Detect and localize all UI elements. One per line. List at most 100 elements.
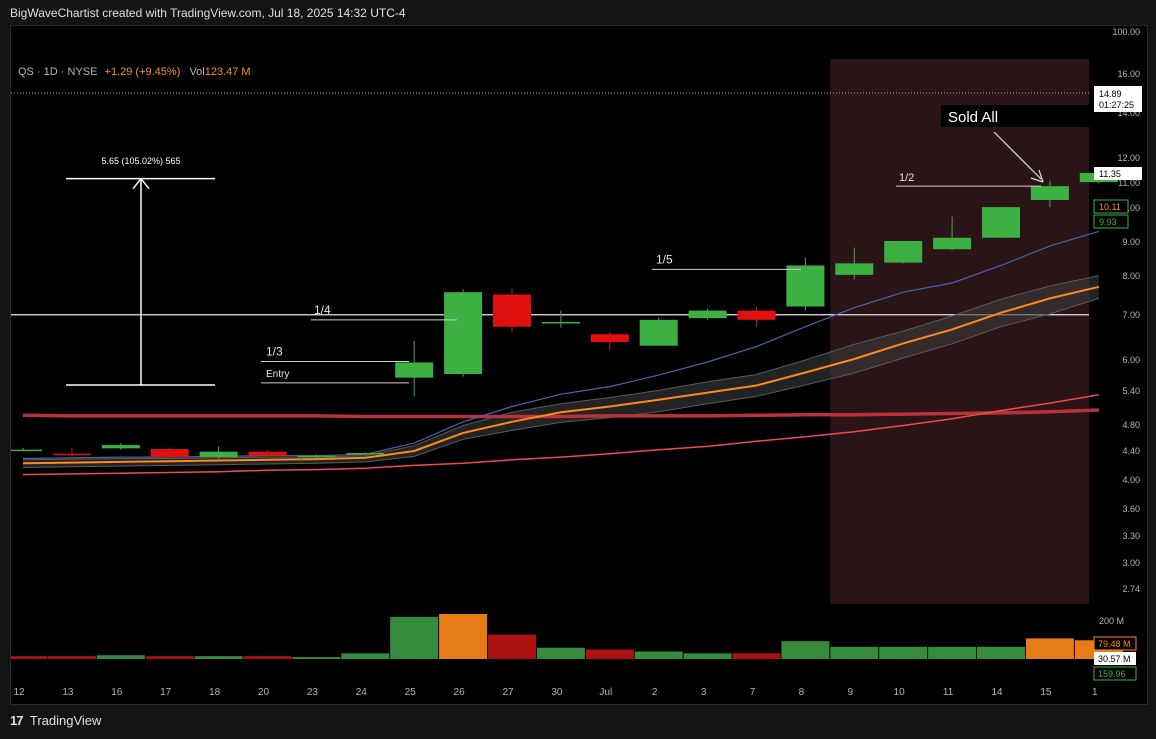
volume-bar (634, 651, 683, 659)
x-tick-label: 17 (160, 687, 172, 698)
chart-frame[interactable]: 100.00 16.00 14.00 12.00 11.00 10.00 9.00 8.00 7… (10, 25, 1148, 705)
tradingview-logo-icon: 17 (10, 713, 24, 728)
annotation-label: 1/2 (899, 172, 914, 184)
countdown-box (1094, 86, 1142, 112)
symbol-legend[interactable]: QS · 1D · NYSE +1.29 (+9.45%) Vol123.47 … (18, 66, 251, 78)
candle-body (884, 241, 923, 263)
x-tick-label: 25 (405, 687, 417, 698)
measure-arrowhead (132, 177, 150, 190)
last-price-label: 11.35 (1099, 169, 1121, 179)
y-tick-label: 9.00 (1122, 237, 1140, 247)
volume-label-box-2 (1094, 652, 1136, 665)
candle-body (541, 321, 580, 324)
y-tick-label: 3.60 (1122, 504, 1140, 514)
last-price-box (1094, 167, 1142, 180)
candle-body (297, 455, 336, 458)
x-tick-label: 26 (454, 687, 466, 698)
candle-body (933, 237, 972, 250)
price-label-1: 10.11 (1099, 202, 1121, 212)
volume-label-3: 159.96 (1098, 669, 1126, 679)
y-tick-label: 16.00 (1117, 69, 1140, 79)
candle-body (639, 319, 678, 346)
volume-bar (683, 653, 732, 659)
x-tick-label: 3 (701, 687, 707, 698)
volume-bar (1025, 638, 1074, 659)
y-tick-label: 14.00 (1117, 108, 1140, 118)
candle-body (835, 263, 874, 275)
y-tick-label: 7.00 (1122, 310, 1140, 320)
tradingview-brand: TradingView (29, 713, 102, 728)
annotation-label: 1/5 (656, 252, 673, 266)
candle-body (52, 453, 91, 456)
x-tick-label: 15 (1040, 687, 1052, 698)
candle-body (346, 453, 385, 455)
candle-body (395, 362, 434, 378)
y-tick-label: 3.30 (1122, 531, 1140, 541)
measure-label: 5.65 (105.02%) 565 (101, 156, 180, 166)
x-tick-label: 7 (750, 687, 756, 698)
volume-bar (194, 656, 243, 659)
volume-bar (977, 646, 1025, 659)
ma-red (22, 394, 1099, 476)
y-tick-label: 8.00 (1122, 271, 1140, 281)
volume-bar (96, 655, 145, 659)
x-tick-label: 24 (356, 687, 368, 698)
candle-body (688, 310, 727, 319)
candle-body (982, 207, 1020, 238)
volume-bar (439, 614, 488, 659)
x-tick-label: 13 (62, 687, 74, 698)
countdown-price: 14.89 (1099, 89, 1122, 99)
symbol-info[interactable]: QS · 1D · NYSE (18, 66, 98, 78)
ma-dark-red (22, 408, 1099, 419)
x-tick-label: 8 (799, 687, 805, 698)
y-tick-label: 4.80 (1122, 420, 1140, 430)
y-tick-label: 11.00 (1118, 178, 1140, 188)
y-tick-label: 4.40 (1122, 446, 1140, 456)
x-tick-label: 12 (13, 687, 25, 698)
sold-all-box (941, 105, 1089, 127)
volume-bar (781, 641, 830, 659)
volume-scale-label: 200 M (1099, 616, 1124, 626)
candle-body (150, 449, 189, 458)
price-label-box-1 (1093, 199, 1129, 214)
candle-body (101, 445, 140, 449)
annotation-label: 1/3 (266, 344, 283, 358)
x-tick-label: 18 (209, 687, 221, 698)
candle-body (11, 449, 42, 452)
countdown-time: 01:27:25 (1099, 100, 1134, 110)
candle-body (786, 265, 825, 307)
price-chart[interactable]: 100.0016.0014.0012.0011.0010.009.008.007… (11, 26, 1147, 704)
y-tick-label: 12.00 (1117, 153, 1140, 163)
price-label-box-2 (1093, 214, 1129, 229)
volume-bar (390, 616, 439, 659)
candle-body (737, 310, 776, 320)
x-tick-label: 1 (1092, 687, 1098, 698)
y-tick-label: 100.00 (1112, 27, 1140, 37)
x-tick-label: 10 (894, 687, 906, 698)
volume-bar (145, 656, 194, 659)
volume-bar (11, 656, 47, 659)
volume-value: 123.47 M (204, 66, 251, 78)
x-tick-label: Jul (599, 687, 612, 698)
annotation-label: 1/4 (314, 303, 331, 317)
x-tick-label: 30 (551, 687, 563, 698)
volume-bar (585, 649, 634, 659)
volume-bar (292, 657, 341, 659)
x-tick-label: 23 (307, 687, 319, 698)
tradingview-footer[interactable]: 17 TradingView (10, 713, 101, 728)
sold-all-arrowhead (1030, 169, 1044, 183)
volume-bar (536, 647, 585, 659)
y-tick-label: 2.74 (1122, 584, 1140, 594)
x-tick-label: 16 (111, 687, 123, 698)
volume-bar (830, 646, 879, 659)
candle-body (199, 451, 238, 458)
x-tick-label: 20 (258, 687, 270, 698)
price-change: +1.29 (+9.45%) (104, 66, 181, 78)
y-tick-label: 5.40 (1122, 386, 1140, 396)
candle-body (444, 292, 483, 375)
volume-label-1: 79.48 M (1098, 639, 1131, 649)
y-tick-label: 6.00 (1122, 355, 1140, 365)
volume-bar (488, 634, 536, 659)
candle-body (493, 294, 531, 327)
volume-bar (47, 656, 96, 659)
